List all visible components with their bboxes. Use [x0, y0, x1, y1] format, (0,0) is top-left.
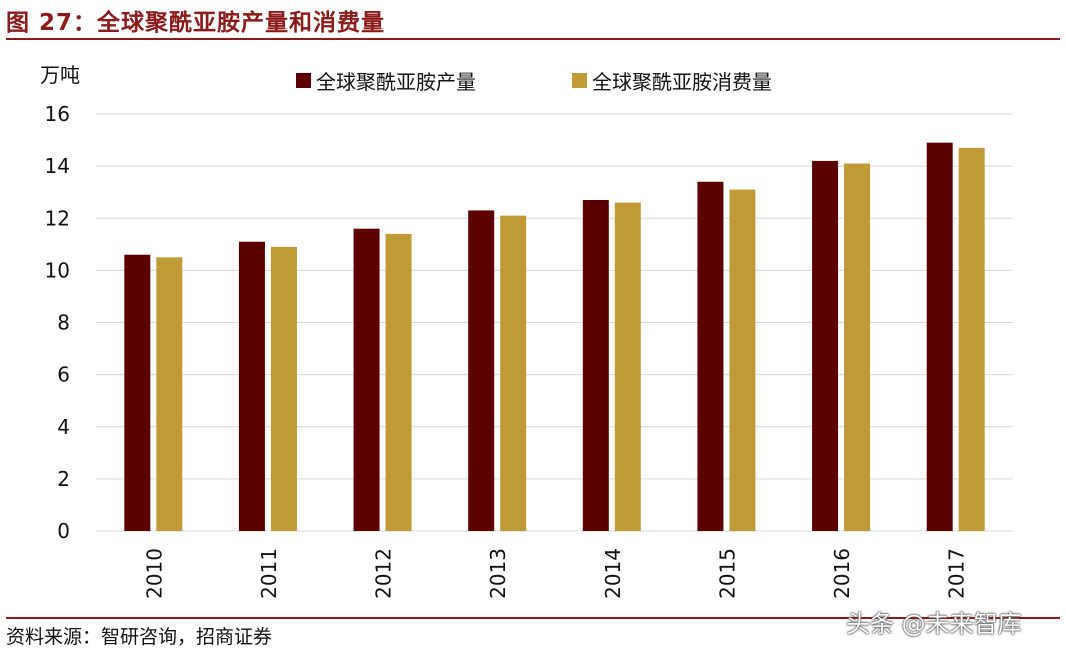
y-tick-label: 14	[45, 154, 70, 178]
footer-divider	[6, 617, 1060, 619]
legend: 全球聚酰亚胺产量 全球聚酰亚胺消费量	[296, 70, 772, 94]
x-tick-label: 2013	[486, 548, 510, 599]
x-tick-labels: 2010 2011 2012 2013 2014 2015 2016 2017	[142, 548, 968, 599]
x-tick-label: 2016	[830, 548, 854, 599]
bar-production	[697, 181, 724, 531]
y-tick-label: 10	[45, 258, 70, 282]
bar-production	[124, 254, 151, 532]
x-tick-label: 2017	[945, 548, 969, 599]
bar-consumption	[385, 233, 412, 531]
bar-consumption	[614, 202, 641, 532]
x-tick-label: 2012	[372, 548, 396, 599]
y-tick-label: 8	[57, 311, 70, 335]
watermark: 头条 @未来智库	[846, 610, 1022, 638]
bar-production	[468, 210, 495, 531]
y-axis-label: 万吨	[40, 63, 80, 87]
bar-production	[812, 160, 839, 531]
source-note: 资料来源：智研咨询，招商证券	[6, 626, 273, 648]
y-tick-label: 6	[57, 363, 70, 387]
x-tick-label: 2011	[257, 548, 281, 599]
title-divider	[6, 38, 1060, 40]
x-tick-label: 2010	[142, 548, 166, 599]
grid-lines	[96, 113, 1013, 532]
legend-label-production: 全球聚酰亚胺产量	[316, 70, 476, 94]
bar-consumption	[844, 163, 871, 532]
legend-swatch-production	[296, 73, 311, 88]
bar-production	[238, 241, 265, 532]
bar-consumption	[958, 147, 985, 531]
figure-title: 图 27：全球聚酰亚胺产量和消费量	[6, 10, 386, 36]
y-tick-label: 16	[45, 102, 70, 126]
bar-consumption	[500, 215, 527, 532]
y-tick-label: 2	[57, 467, 70, 491]
y-tick-label: 0	[57, 519, 70, 543]
bar-production	[926, 142, 953, 531]
legend-label-consumption: 全球聚酰亚胺消费量	[592, 70, 772, 94]
bar-production	[353, 228, 380, 532]
x-tick-label: 2014	[601, 548, 625, 599]
bar-consumption	[270, 246, 297, 531]
bar-consumption	[729, 189, 756, 532]
x-tick-label: 2015	[715, 548, 739, 599]
y-tick-labels: 0 2 4 6 8 10 12 14 16	[45, 102, 70, 543]
y-tick-label: 4	[57, 415, 70, 439]
legend-swatch-consumption	[572, 73, 587, 88]
bars	[124, 142, 985, 532]
y-tick-label: 12	[45, 206, 70, 230]
bar-consumption	[156, 257, 183, 531]
bar-production	[582, 200, 609, 531]
